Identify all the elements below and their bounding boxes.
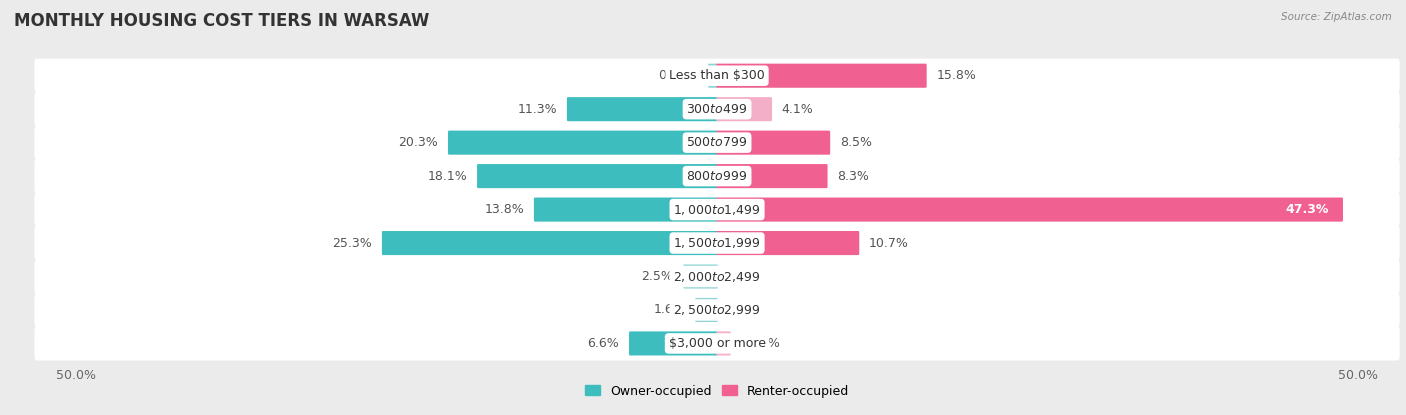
Text: 8.3%: 8.3%: [838, 170, 869, 183]
Text: $2,000 to $2,499: $2,000 to $2,499: [673, 269, 761, 283]
Text: $800 to $999: $800 to $999: [686, 170, 748, 183]
Text: 11.3%: 11.3%: [517, 103, 557, 116]
FancyBboxPatch shape: [34, 126, 1400, 160]
FancyBboxPatch shape: [34, 159, 1400, 193]
FancyBboxPatch shape: [716, 63, 927, 88]
Text: 25.3%: 25.3%: [332, 237, 373, 249]
FancyBboxPatch shape: [716, 131, 830, 155]
FancyBboxPatch shape: [34, 92, 1400, 126]
Legend: Owner-occupied, Renter-occupied: Owner-occupied, Renter-occupied: [581, 380, 853, 403]
FancyBboxPatch shape: [716, 332, 731, 356]
FancyBboxPatch shape: [34, 293, 1400, 327]
Text: 50.0%: 50.0%: [1339, 369, 1378, 381]
Text: $300 to $499: $300 to $499: [686, 103, 748, 116]
Text: 47.3%: 47.3%: [1285, 203, 1329, 216]
FancyBboxPatch shape: [534, 198, 718, 222]
Text: 18.1%: 18.1%: [427, 170, 467, 183]
FancyBboxPatch shape: [628, 332, 718, 356]
FancyBboxPatch shape: [34, 226, 1400, 260]
FancyBboxPatch shape: [449, 131, 718, 155]
FancyBboxPatch shape: [683, 264, 718, 288]
Text: 1.6%: 1.6%: [654, 303, 685, 317]
Text: 15.8%: 15.8%: [936, 69, 976, 82]
Text: $1,500 to $1,999: $1,500 to $1,999: [673, 236, 761, 250]
FancyBboxPatch shape: [709, 63, 718, 88]
FancyBboxPatch shape: [716, 198, 1343, 222]
FancyBboxPatch shape: [567, 97, 718, 121]
Text: 0.62%: 0.62%: [658, 69, 699, 82]
Text: 6.6%: 6.6%: [588, 337, 619, 350]
Text: 0.0%: 0.0%: [728, 303, 759, 317]
Text: Less than $300: Less than $300: [669, 69, 765, 82]
FancyBboxPatch shape: [716, 164, 828, 188]
Text: 0.97%: 0.97%: [741, 337, 780, 350]
Text: Source: ZipAtlas.com: Source: ZipAtlas.com: [1281, 12, 1392, 22]
FancyBboxPatch shape: [477, 164, 718, 188]
Text: 8.5%: 8.5%: [839, 136, 872, 149]
FancyBboxPatch shape: [34, 59, 1400, 93]
Text: 50.0%: 50.0%: [56, 369, 96, 381]
Text: 20.3%: 20.3%: [398, 136, 439, 149]
Text: $1,000 to $1,499: $1,000 to $1,499: [673, 203, 761, 217]
Text: $2,500 to $2,999: $2,500 to $2,999: [673, 303, 761, 317]
Text: 0.0%: 0.0%: [728, 270, 759, 283]
Text: 13.8%: 13.8%: [484, 203, 524, 216]
FancyBboxPatch shape: [695, 298, 718, 322]
FancyBboxPatch shape: [716, 231, 859, 255]
FancyBboxPatch shape: [34, 259, 1400, 293]
Text: $3,000 or more: $3,000 or more: [669, 337, 765, 350]
Text: 2.5%: 2.5%: [641, 270, 673, 283]
FancyBboxPatch shape: [34, 326, 1400, 361]
Text: $500 to $799: $500 to $799: [686, 136, 748, 149]
FancyBboxPatch shape: [34, 193, 1400, 227]
FancyBboxPatch shape: [382, 231, 718, 255]
Text: 4.1%: 4.1%: [782, 103, 814, 116]
FancyBboxPatch shape: [716, 97, 772, 121]
Text: 10.7%: 10.7%: [869, 237, 908, 249]
Text: MONTHLY HOUSING COST TIERS IN WARSAW: MONTHLY HOUSING COST TIERS IN WARSAW: [14, 12, 429, 30]
